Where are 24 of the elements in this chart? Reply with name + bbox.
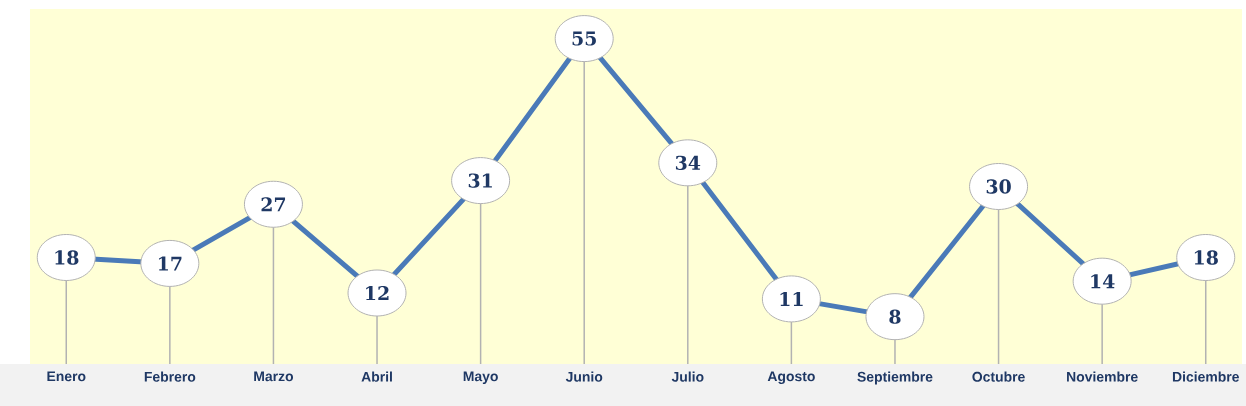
data-label: 8 (889, 309, 901, 324)
data-label: 18 (1194, 250, 1218, 265)
x-tick-label: Febrero (144, 371, 196, 382)
x-tick-label: Diciembre (1172, 371, 1239, 382)
x-tick-label: Julio (671, 371, 704, 382)
data-label: 31 (468, 173, 492, 188)
x-tick-label: Enero (47, 371, 86, 382)
data-label: 34 (675, 155, 701, 170)
x-tick-label: Mayo (463, 371, 498, 384)
x-tick-label: Noviembre (1067, 371, 1138, 382)
data-label: 30 (986, 179, 1011, 194)
x-tick-label: Marzo (254, 371, 294, 382)
x-tick-label: Octubre (972, 371, 1025, 382)
data-label: 17 (158, 256, 182, 271)
data-label: 11 (780, 291, 803, 306)
data-label: 12 (366, 285, 389, 301)
x-tick-label: Abril (361, 371, 392, 382)
x-tick-label: Agosto (767, 371, 815, 385)
data-label: 55 (572, 31, 596, 46)
x-tick-label: Junio (565, 371, 603, 382)
data-label: 14 (1091, 274, 1115, 289)
data-label: 18 (55, 250, 79, 265)
x-tick-label: Septiembre (857, 371, 933, 385)
data-label: 27 (261, 197, 286, 212)
